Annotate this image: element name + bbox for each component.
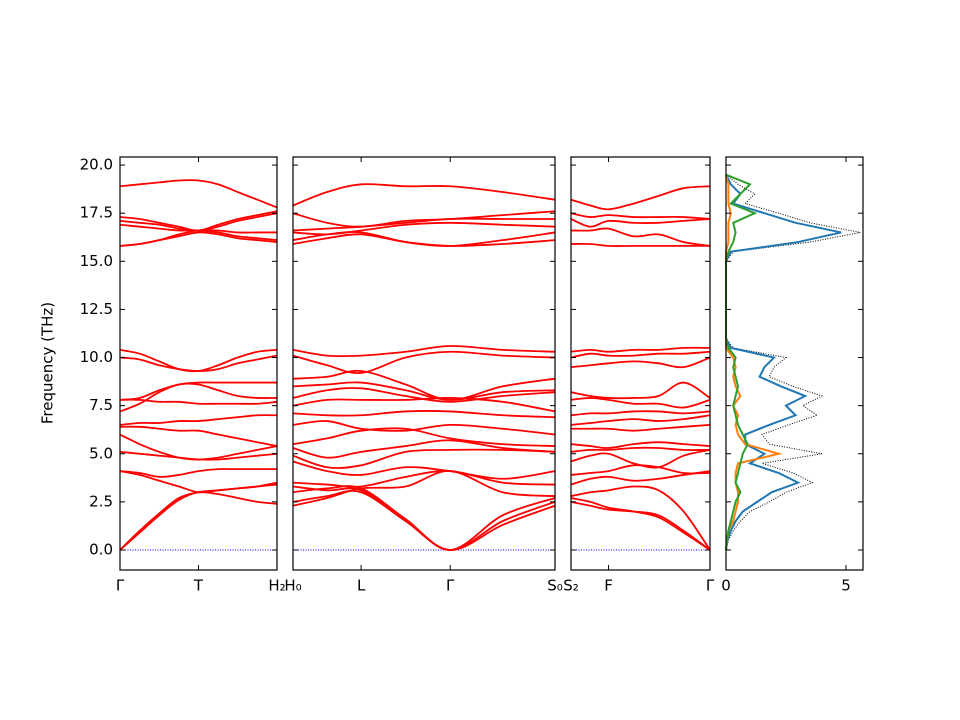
panel-frame [725,156,864,571]
x-tick-label: 5 [841,577,851,595]
dos-curve [725,174,861,551]
band [292,460,556,480]
band [570,449,711,469]
band [292,420,556,436]
band [570,470,711,486]
x-tick-label: 0 [721,577,731,595]
band [292,183,556,207]
band [570,410,711,417]
y-axis-label: Frequency (THz) [39,302,57,424]
band [292,381,556,401]
band [292,489,556,551]
x-tick-label: T [193,577,204,595]
band [119,381,277,401]
band [570,346,711,353]
x-tick-label: F [604,577,613,595]
x-tick-label: Γ [116,577,125,595]
band [292,427,556,447]
dos-curve [725,173,758,551]
band [119,425,278,447]
y-tick-label: 5.0 [89,444,113,462]
y-tick-label: 10.0 [80,348,113,366]
band [292,397,556,413]
band [570,212,711,220]
band [119,398,278,405]
y-tick-label: 0.0 [89,540,113,558]
band [119,231,278,247]
panel-frame [570,156,711,571]
x-tick-label: S₀ [547,577,563,595]
band [292,345,556,358]
x-tick-label: S₂ [563,577,579,595]
band [570,350,711,359]
y-tick-label: 2.5 [89,492,113,510]
band [292,387,556,403]
band [571,423,711,432]
band [570,497,711,551]
x-tick-label: Γ [446,577,455,595]
x-tick-label: H₂ [268,577,285,595]
band [570,356,711,369]
band [570,500,711,551]
band [570,227,711,247]
band [292,448,556,469]
band [292,485,556,551]
x-tick-label: L [357,577,366,595]
dos-curve [725,174,842,551]
band [292,470,556,507]
panel-frame [292,156,556,571]
band [119,179,278,209]
band [570,242,710,247]
band [292,210,556,228]
y-tick-label: 7.5 [89,396,113,414]
band [570,441,711,449]
band [119,491,278,551]
band [570,397,711,409]
band [119,450,278,461]
band [570,485,711,551]
band [119,481,278,551]
band [292,369,556,401]
y-tick-label: 12.5 [80,300,113,318]
band [119,354,278,372]
band [570,464,711,476]
band [292,439,556,459]
band [570,218,711,228]
band [292,217,555,232]
band [292,410,556,419]
band [292,350,556,374]
band [570,185,711,211]
x-tick-label: Γ [706,577,715,595]
panel-frame [119,156,278,571]
y-tick-label: 17.5 [80,204,113,222]
x-tick-label: H₀ [284,577,301,595]
band [570,381,711,400]
y-tick-label: 15.0 [80,252,113,270]
band [119,468,277,478]
band [292,470,556,488]
band [119,223,278,242]
band [570,414,711,426]
band [570,446,711,453]
band [119,414,278,426]
band [292,233,556,247]
y-tick-label: 20.0 [80,156,113,174]
